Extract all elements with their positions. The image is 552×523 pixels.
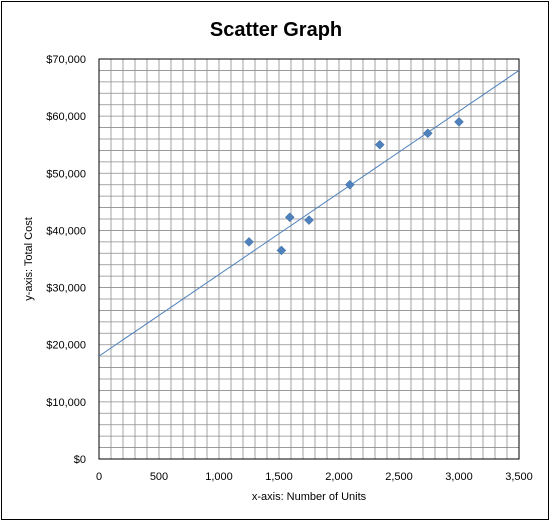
grid	[99, 59, 519, 459]
data-points	[244, 117, 464, 256]
data-point	[304, 215, 314, 225]
x-tick-label: 500	[150, 471, 168, 483]
data-point	[284, 212, 295, 223]
y-tick-label: $0	[74, 454, 86, 466]
x-tick-label: 2,500	[385, 471, 413, 483]
plot-area	[98, 58, 520, 460]
y-tick-label: $10,000	[46, 397, 86, 409]
trendline-layer	[98, 70, 520, 357]
y-tick-label: $30,000	[46, 283, 86, 295]
data-point	[374, 139, 385, 150]
x-tick-label: 3,000	[445, 471, 473, 483]
x-tick-label: 0	[96, 471, 102, 483]
y-tick-label: $40,000	[46, 225, 86, 237]
data-point	[276, 245, 287, 256]
x-tick-label: 1,000	[205, 471, 233, 483]
data-point	[244, 237, 254, 247]
data-point	[422, 128, 433, 139]
x-tick-label: 3,500	[505, 471, 533, 483]
x-axis-title: x-axis: Number of Units	[252, 491, 367, 503]
y-tick-label: $50,000	[46, 168, 86, 180]
y-tick-label: $20,000	[46, 340, 86, 352]
chart-title: Scatter Graph	[210, 19, 342, 41]
y-tick-labels: $0 $10,000 $20,000 $30,000 $40,000 $50,000 $60…	[46, 54, 86, 466]
y-tick-label: $60,000	[46, 111, 86, 123]
x-tick-labels: 0 500 1,000 1,500 2,000 2,500 3,000 3,500	[96, 471, 533, 483]
data-point	[344, 179, 355, 190]
y-axis-title: y-axis: Total Cost	[23, 217, 35, 301]
data-point	[454, 117, 464, 127]
x-tick-label: 2,000	[325, 471, 353, 483]
trendline	[98, 70, 520, 357]
x-tick-label: 1,500	[265, 471, 293, 483]
y-tick-label: $70,000	[46, 54, 86, 66]
